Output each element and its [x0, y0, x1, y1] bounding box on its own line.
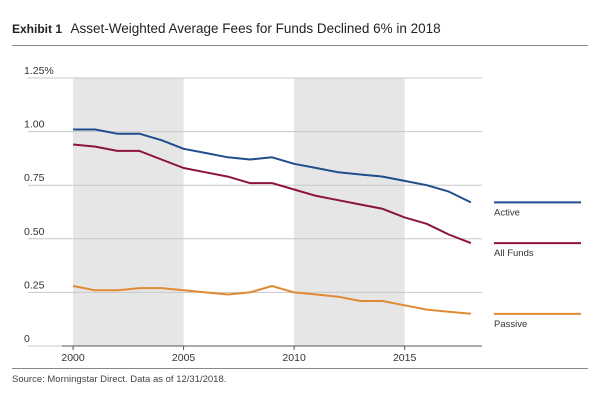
legend-label-1: All Funds	[494, 248, 534, 259]
footer-divider	[12, 368, 588, 369]
series-line-passive	[72, 285, 471, 315]
y-tick-label-5: 1.25%	[24, 65, 54, 77]
y-tick-label-4: 1.00	[24, 119, 45, 131]
source-note: Source: Morningstar Direct. Data as of 1…	[12, 374, 227, 385]
series-line-active	[73, 128, 472, 204]
y-tick-label-3: 0.75	[24, 172, 45, 184]
x-tick-label-1: 2005	[172, 352, 196, 364]
exhibit-label: Exhibit 1	[12, 22, 63, 36]
x-tick-label-2: 2010	[282, 352, 306, 364]
y-tick-label-1: 0.25	[24, 279, 45, 291]
title-divider	[12, 45, 588, 46]
x-tick-label-3: 2015	[393, 352, 417, 364]
legend-label-0: Active	[494, 207, 520, 218]
series-line-all-funds	[73, 143, 472, 245]
legend-label-2: Passive	[494, 319, 527, 330]
chart-title: Asset-Weighted Average Fees for Funds De…	[70, 21, 441, 36]
y-tick-label-2: 0.50	[24, 226, 45, 238]
x-tick-label-0: 2000	[61, 352, 85, 364]
y-tick-label-0: 0	[24, 333, 30, 345]
shaded-band-0	[73, 78, 184, 346]
chart-title-row: Exhibit 1 Asset-Weighted Average Fees fo…	[12, 20, 441, 38]
